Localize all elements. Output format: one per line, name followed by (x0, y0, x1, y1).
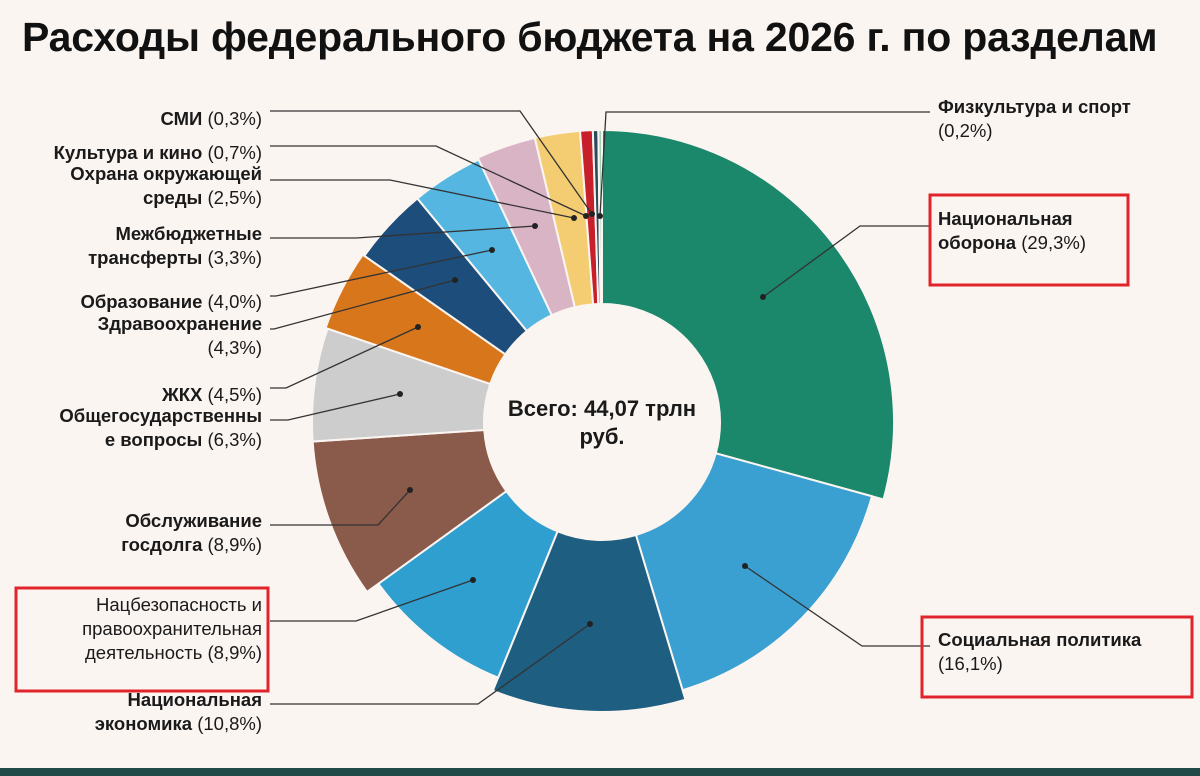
leader-dot (489, 247, 495, 253)
slice-label: оборона (29,3%) (938, 232, 1086, 253)
slice-label: (4,3%) (208, 337, 263, 358)
slice-label: (16,1%) (938, 653, 1003, 674)
page-title: Расходы федерального бюджета на 2026 г. … (22, 14, 1158, 60)
slice-label: Охрана окружающей (70, 163, 262, 184)
leader-line (270, 179, 575, 219)
leader-line (270, 249, 493, 297)
leader-line (270, 393, 401, 421)
bottom-bar (0, 768, 1200, 776)
slice-label: Здравоохранение (98, 313, 262, 334)
leader-dot (470, 577, 476, 583)
leader-line (744, 565, 930, 647)
donut-slice (601, 128, 895, 501)
slice-label: (0,2%) (938, 120, 993, 141)
slice-label: Национальная (127, 689, 262, 710)
slice-label: экономика (10,8%) (95, 713, 262, 734)
slice-label: госдолга (8,9%) (121, 534, 262, 555)
leader-dot (589, 211, 595, 217)
leader-dot (532, 223, 538, 229)
leader-line (270, 145, 587, 217)
slice-labels: Национальная оборона (29,3%) Социальная по… (54, 96, 1142, 734)
leader-dot (760, 294, 766, 300)
leader-dot (597, 213, 603, 219)
slice-label: СМИ (0,3%) (161, 108, 262, 129)
center-label-line-1: Всего: 44,07 трлн (508, 396, 696, 421)
leader-dot (742, 563, 748, 569)
leader-dot (571, 215, 577, 221)
highlight-boxes (14, 193, 1194, 699)
slice-label: Нацбезопасность и (96, 594, 262, 615)
highlight-box (928, 193, 1130, 287)
slice-label: Межбюджетные (115, 223, 262, 244)
slice-label: Образование (4,0%) (80, 291, 262, 312)
slice-label: правоохранительная (82, 618, 262, 639)
slice-label: деятельность (8,9%) (85, 642, 262, 663)
leader-dot (407, 487, 413, 493)
slice-label: Физкультура и спорт (938, 96, 1131, 117)
leader-dot (583, 213, 589, 219)
leader-line (270, 326, 419, 389)
highlight-box (920, 615, 1194, 699)
leader-line (270, 110, 593, 215)
slice-label: Социальная политика (938, 629, 1142, 650)
leader-line (599, 111, 930, 217)
leader-dot (452, 277, 458, 283)
leader-line (270, 579, 474, 622)
leader-dot (397, 391, 403, 397)
leader-dot (415, 324, 421, 330)
slice-label: Национальная (938, 208, 1073, 229)
slice-label: Культура и кино (0,7%) (54, 142, 262, 163)
slice-label: трансферты (3,3%) (88, 247, 262, 268)
leader-line (270, 279, 456, 330)
leader-line (762, 225, 930, 298)
leader-dot (587, 621, 593, 627)
donut-slices (311, 128, 895, 713)
donut-slice (324, 253, 507, 386)
leader-line (270, 489, 411, 526)
slice-label: е вопросы (6,3%) (105, 429, 262, 450)
leader-lines (270, 110, 930, 705)
leader-line (270, 225, 536, 239)
slice-label: Общегосударственны (59, 405, 262, 426)
center-label: Всего: 44,07 трлн руб. (508, 396, 696, 449)
slice-label: ЖКХ (4,5%) (161, 384, 262, 405)
leader-line (270, 623, 591, 705)
center-label-line-2: руб. (579, 424, 624, 449)
highlight-box (14, 586, 270, 693)
slice-label: среды (2,5%) (143, 187, 262, 208)
slice-label: Обслуживание (125, 510, 262, 531)
